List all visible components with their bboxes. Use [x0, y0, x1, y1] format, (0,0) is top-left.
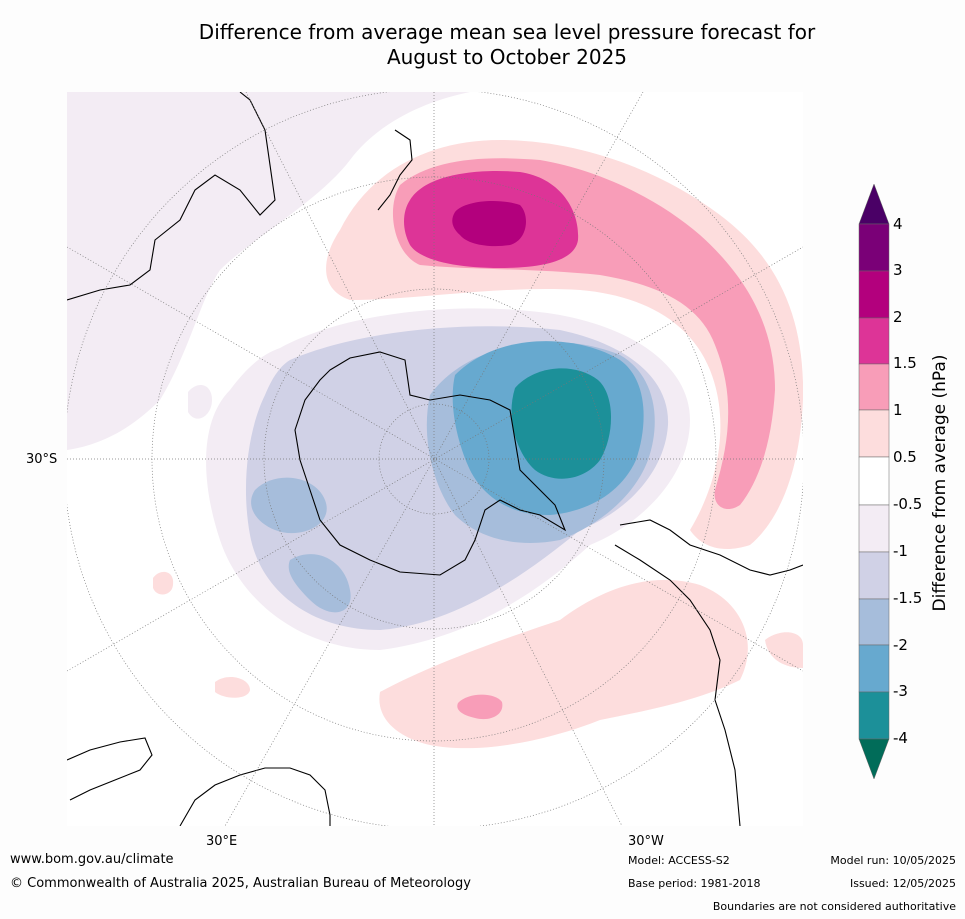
colorbar-axis-label: Difference from average (hPa) [930, 354, 950, 612]
footer-model: Model: ACCESS-S2 [628, 854, 730, 867]
meridian-30 [245, 92, 623, 826]
colorbar-bin [858, 691, 890, 740]
meridian-60 [67, 246, 803, 672]
colorbar-bin [858, 504, 890, 553]
colorbar-bin [858, 598, 890, 646]
contour-pos-0.5-small-west [153, 571, 174, 595]
colorbar-tick-label: -1.5 [893, 589, 923, 607]
title-line-1: Difference from average mean sea level p… [198, 20, 816, 44]
colorbar-tick-label: -1 [893, 542, 908, 560]
contour-pos-0.5-east-edge [765, 632, 803, 668]
colorbar-tick-label: 2 [893, 308, 903, 326]
contour-pos-0.5-small-south [215, 676, 250, 698]
footer-copyright: © Commonwealth of Australia 2025, Austra… [10, 876, 471, 891]
colorbar-under-triangle [858, 738, 890, 780]
colorbar-tick-label: -3 [893, 682, 908, 700]
map-title: Difference from average mean sea level p… [0, 20, 965, 70]
coast-antarctica [294, 351, 567, 576]
lon-label-30w: 30°W [628, 834, 664, 849]
colorbar-bin [858, 223, 890, 272]
colorbar-tick-label: 3 [893, 261, 903, 279]
coast-new-zealand [377, 129, 413, 211]
colorbar-bin [858, 317, 890, 365]
footer-website: www.bom.gov.au/climate [10, 852, 174, 867]
footer-base-period: Base period: 1981-2018 [628, 877, 761, 890]
colorbar-over-triangle [858, 183, 890, 225]
contour-pos-1-south [457, 694, 503, 720]
contour-neg-0.5-island [188, 385, 212, 419]
title-line-2: August to October 2025 [386, 45, 628, 69]
coastlines [67, 92, 803, 826]
meridian-120 [67, 246, 803, 672]
colorbar-bin [858, 551, 890, 600]
colorbar-bin [858, 644, 890, 693]
coast-south-america-2 [614, 544, 741, 826]
contour-pos-2 [452, 200, 526, 247]
colorbar-tick-label: 1 [893, 401, 903, 419]
coast-australia [67, 92, 276, 301]
footer-model-run: Model run: 10/05/2025 [830, 854, 956, 867]
contour-neg-3 [511, 368, 612, 479]
map-plot-area [67, 92, 803, 826]
colorbar-bin [858, 409, 890, 458]
contour-neg-0.5-australia [67, 92, 470, 450]
colorbar-tick-label: 4 [893, 215, 903, 233]
colorbar-tick-label: -2 [893, 636, 908, 654]
colorbar-bin [858, 363, 890, 411]
colorbar-tick-label: 1.5 [893, 354, 917, 372]
colorbar-tick-label: -4 [893, 729, 908, 747]
colorbar [858, 183, 890, 780]
footer-disclaimer: Boundaries are not considered authoritat… [712, 900, 956, 913]
colorbar-bin [858, 270, 890, 319]
coast-africa [67, 737, 153, 801]
footer-issued: Issued: 12/05/2025 [849, 877, 956, 890]
lat-label-30s: 30°S [26, 452, 58, 467]
coast-south-america [619, 519, 803, 576]
colorbar-bin [858, 456, 890, 506]
colorbar-tick-label: -0.5 [893, 495, 923, 513]
contour-neg-1.5-west [251, 477, 327, 534]
colorbar-tick-label: 0.5 [893, 448, 917, 466]
graticule [67, 92, 803, 826]
lon-label-30e: 30°E [206, 834, 238, 849]
coast-south-africa [179, 767, 331, 826]
